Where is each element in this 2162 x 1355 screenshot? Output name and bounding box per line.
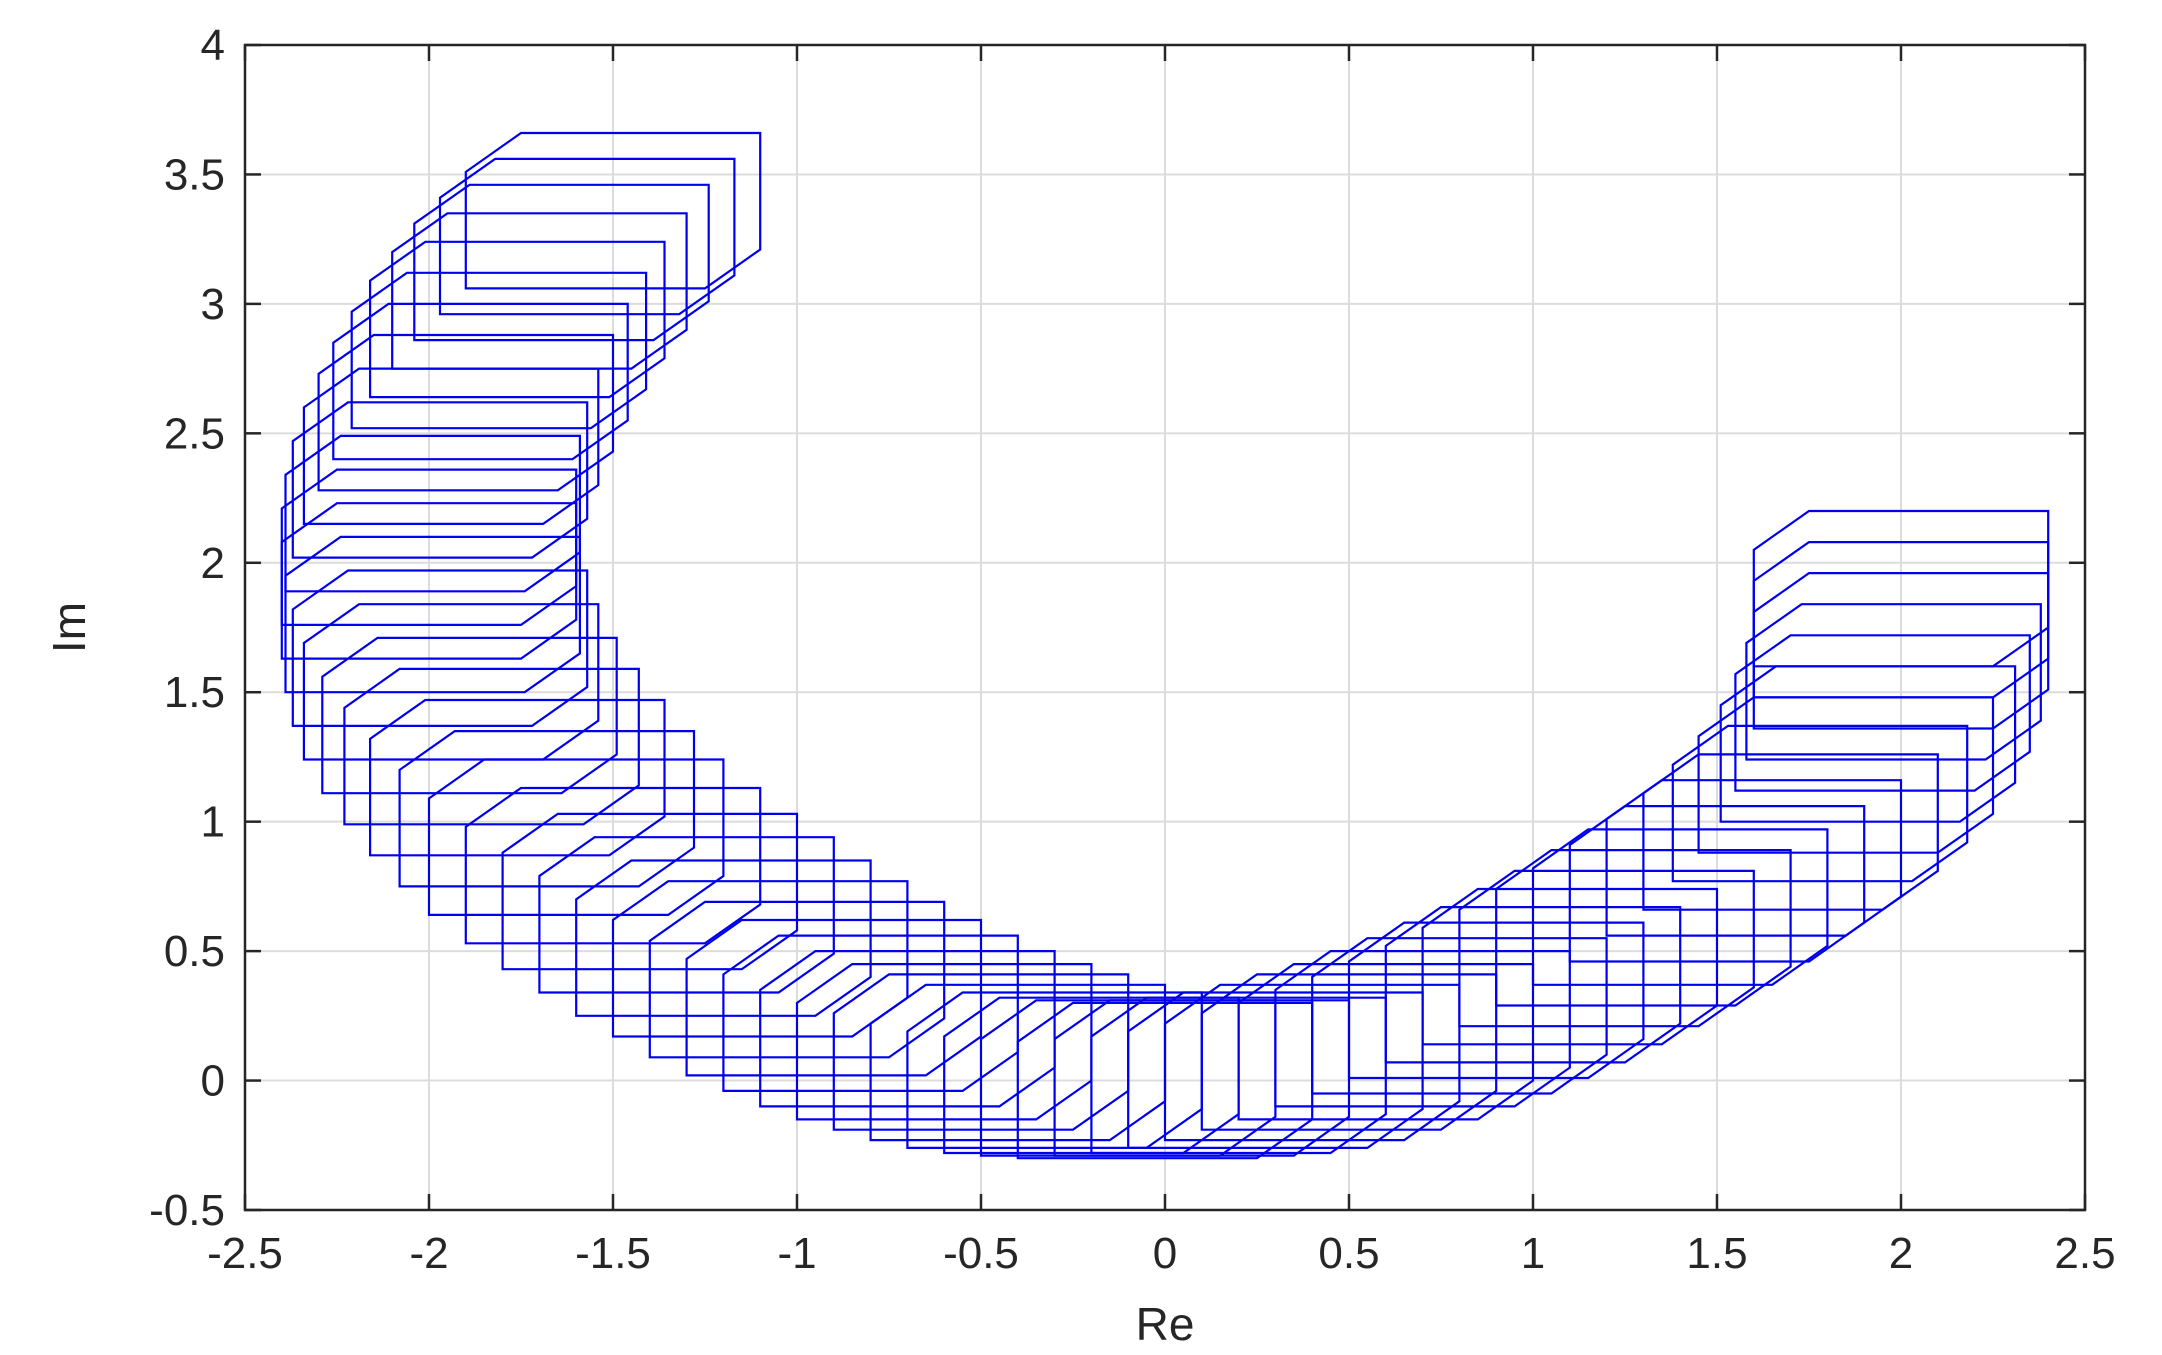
value-set-polygon	[1605, 779, 1903, 937]
value-set-polygon	[369, 240, 666, 399]
x-tick-label: 2	[1889, 1229, 1913, 1278]
y-tick-label: 0.5	[164, 927, 225, 976]
x-tick-label: -2.5	[207, 1229, 283, 1278]
value-set-polygon	[391, 212, 688, 370]
value-set-polygon	[1531, 828, 1829, 986]
value-set-polygon	[1734, 634, 2031, 792]
value-set-polygon	[1495, 848, 1792, 1007]
value-set-polygon	[795, 962, 1093, 1121]
y-tick-label: 3	[201, 280, 225, 329]
value-set-polygon	[438, 157, 736, 316]
x-tick-label: -1.5	[575, 1229, 651, 1278]
value-set-polygon	[1458, 869, 1755, 1028]
value-set-polygon	[1671, 724, 1969, 883]
value-set-polygon	[575, 859, 872, 1017]
x-tick-label: 0	[1153, 1229, 1177, 1278]
value-set-regions	[280, 131, 2050, 1160]
value-set-polygon	[291, 401, 589, 559]
x-tick-label: 0.5	[1318, 1229, 1379, 1278]
y-tick-labels: -0.5 0 0.5 1 1.5 2 2.5 3 3.5 4	[149, 21, 225, 1235]
x-tick-label: -0.5	[943, 1229, 1019, 1278]
value-set-polygon	[1752, 509, 2050, 668]
value-set-polygon	[291, 569, 589, 728]
value-set-polygon	[1384, 905, 1682, 1064]
value-set-polygon	[464, 786, 762, 945]
x-tick-label: -2	[409, 1229, 448, 1278]
value-set-polygon	[317, 333, 615, 492]
value-set-polygon	[1745, 603, 2042, 761]
value-set-polygon	[369, 698, 666, 857]
value-set-polygon	[943, 996, 1240, 1155]
y-tick-label: 4	[201, 21, 225, 70]
value-set-polygon	[611, 880, 909, 1038]
value-set-polygon	[284, 434, 582, 593]
value-set-polygon	[343, 667, 640, 826]
value-set-polygon	[413, 183, 710, 342]
value-set-polygon	[759, 949, 1056, 1108]
x-tick-label: 1.5	[1686, 1229, 1747, 1278]
value-set-polygon	[321, 636, 618, 795]
value-set-polygon	[1311, 937, 1608, 1095]
value-set-polygon	[979, 999, 1277, 1157]
y-tick-label: 1	[201, 798, 225, 847]
y-tick-label: 0	[201, 1057, 225, 1106]
value-set-polygon	[1421, 887, 1719, 1046]
value-set-polygon	[906, 991, 1203, 1150]
value-set-polygon	[464, 131, 762, 290]
value-set-polygon	[832, 973, 1130, 1131]
value-set-polygon	[648, 900, 946, 1059]
value-set-polygon	[501, 812, 799, 971]
value-set-polygon	[350, 271, 648, 430]
value-set-polygon	[332, 302, 629, 461]
value-set-polygon	[1347, 921, 1645, 1080]
ticks	[243, 43, 2087, 1212]
y-tick-label: -0.5	[149, 1186, 225, 1235]
y-tick-label: 2.5	[164, 409, 225, 458]
value-set-polygon	[685, 918, 983, 1077]
value-set-polygon	[398, 729, 696, 888]
y-tick-label: 2	[201, 539, 225, 588]
y-axis-label: Im	[43, 602, 95, 653]
value-set-polygon	[538, 836, 835, 994]
value-set-polygon	[302, 603, 600, 761]
x-tick-label: 1	[1521, 1229, 1545, 1278]
y-tick-label: 1.5	[164, 668, 225, 717]
x-axis-label: Re	[1136, 1298, 1195, 1350]
x-tick-label: -1	[777, 1229, 816, 1278]
value-set-polygon	[427, 758, 725, 917]
x-tick-label: 2.5	[2054, 1229, 2115, 1278]
value-set-polygon	[722, 934, 1019, 1093]
y-tick-label: 3.5	[164, 150, 225, 199]
x-tick-labels: -2.5 -2 -1.5 -1 -0.5 0 0.5 1 1.5 2 2.5	[207, 1229, 2116, 1278]
value-set-polygon	[1719, 665, 2017, 823]
value-set-polygon	[1642, 753, 1939, 911]
value-set-polygon	[280, 468, 578, 627]
value-set-polygon	[1568, 804, 1866, 963]
